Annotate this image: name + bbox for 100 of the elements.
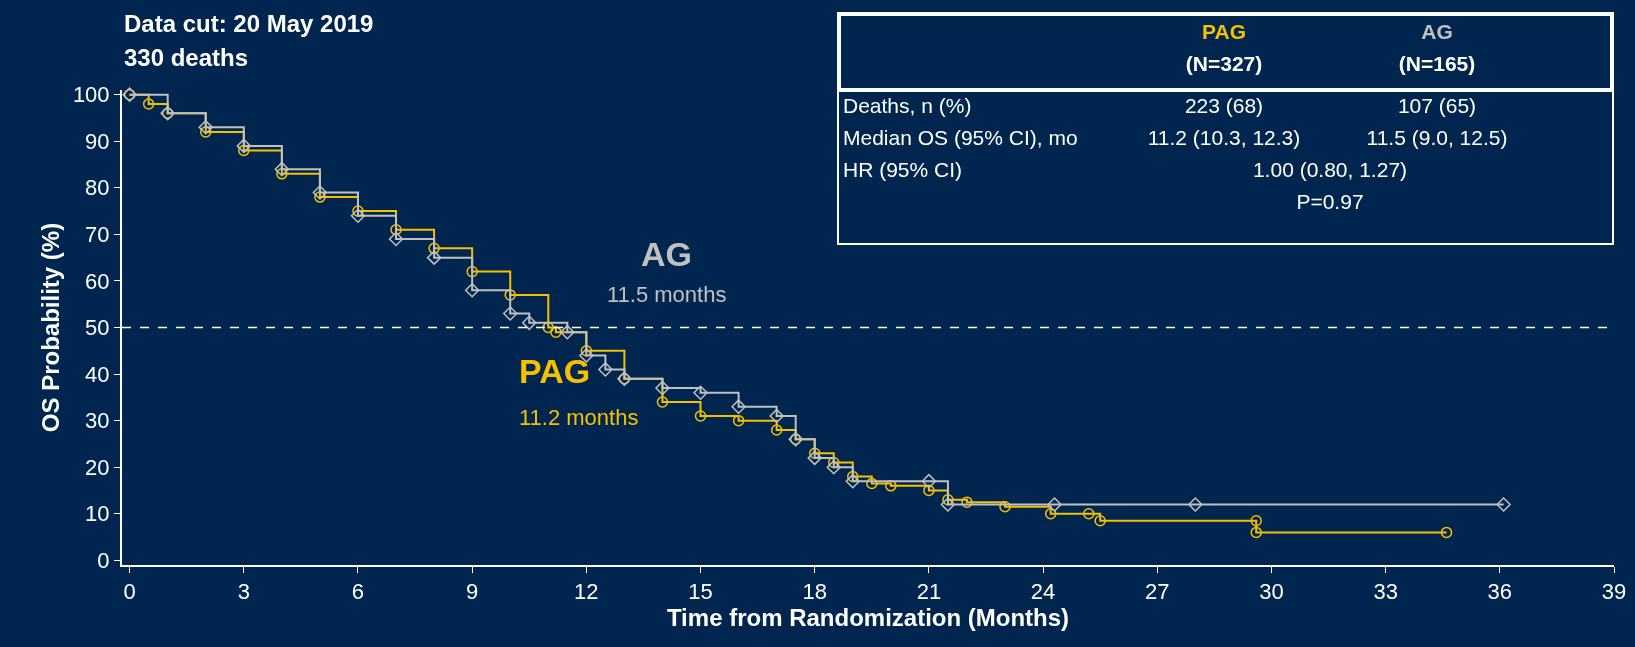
point: [504, 289, 516, 301]
point: [350, 208, 366, 223]
y-tick-label: 60: [85, 268, 110, 294]
text: AG: [1421, 20, 1453, 43]
annotation: Median OS (95% CI), mo: [843, 126, 1078, 150]
point: [770, 424, 783, 436]
point: [808, 447, 821, 459]
y-tick-label: 90: [85, 128, 110, 154]
point: [502, 306, 518, 321]
point: [942, 494, 954, 506]
point: [550, 326, 562, 338]
y-tick-label: 40: [85, 361, 110, 387]
text: (N=165): [1398, 52, 1476, 76]
annotation: 11.2 (10.3, 12.3): [1147, 126, 1301, 150]
y-tick-label: 20: [85, 454, 110, 480]
x-tick-label: 3: [237, 579, 250, 605]
x-tick-label: 6: [351, 579, 365, 605]
y-tick-label: 100: [72, 82, 110, 108]
point: [466, 265, 478, 278]
y-tick-label: 80: [85, 175, 110, 201]
point: [352, 205, 364, 217]
annotation: 1.00 (0.80, 1.27): [1252, 158, 1408, 182]
point: [388, 231, 404, 247]
x-tick-label: 21: [916, 579, 942, 605]
point: [1250, 515, 1262, 527]
annotation: 11.5 (9.0, 12.5): [1366, 126, 1508, 150]
point: [1440, 526, 1453, 539]
point: [769, 408, 784, 424]
point: [999, 501, 1011, 513]
y-tick-label: 70: [85, 222, 110, 248]
point: [827, 456, 840, 469]
x-tick-label: 12: [574, 579, 599, 605]
x-tick-label: 39: [1601, 579, 1627, 605]
point: [464, 283, 480, 298]
point: [655, 380, 670, 396]
point: [236, 138, 252, 154]
point: [845, 473, 861, 489]
text: PAG: [1202, 20, 1246, 43]
point: [198, 120, 213, 135]
point: [885, 480, 897, 492]
y-tick-label: 0: [97, 548, 110, 574]
chart-title: Data cut: 20 May 2019: [124, 10, 374, 37]
point: [560, 324, 575, 340]
x-tick-label: 24: [1030, 579, 1056, 605]
annotation: 11.5 months: [607, 282, 727, 307]
y-tick-label: 10: [85, 501, 110, 527]
point: [274, 161, 290, 177]
point: [522, 315, 537, 331]
point: [142, 98, 155, 110]
point: [1188, 497, 1203, 512]
point: [961, 496, 973, 508]
point: [693, 385, 708, 400]
point: [580, 345, 593, 357]
annotation: 223 (68): [1184, 94, 1264, 118]
x-tick-label: 18: [802, 579, 827, 605]
point: [731, 399, 746, 414]
point: [732, 414, 745, 427]
x-tick-label: 15: [688, 579, 713, 605]
point: [390, 223, 402, 236]
point: [598, 362, 613, 377]
point: [1044, 508, 1057, 520]
point: [238, 144, 250, 157]
point: [1083, 508, 1095, 520]
text: (N=327): [1185, 52, 1263, 76]
point: [921, 473, 937, 489]
annotation: HR (95% CI): [843, 158, 963, 182]
point: [199, 126, 212, 138]
series-label: PAG: [519, 352, 591, 390]
x-tick-label: 0: [123, 579, 136, 605]
point: [428, 242, 440, 255]
point: [847, 470, 859, 483]
point: [312, 185, 328, 200]
point: [656, 396, 669, 408]
point: [940, 497, 956, 512]
point: [923, 484, 935, 497]
y-tick-label: 30: [85, 408, 110, 434]
x-axis-title: Time from Randomization (Months): [666, 604, 1070, 632]
point: [276, 168, 288, 180]
annotation: 11.2 months: [519, 405, 639, 430]
y-tick-label: 50: [85, 315, 110, 341]
point: [1047, 497, 1062, 512]
y-axis-title: OS Probability (%): [37, 222, 65, 433]
point: [1094, 515, 1106, 527]
x-tick-label: 27: [1145, 579, 1170, 605]
point: [694, 410, 707, 422]
annotation: P=0.97: [1296, 190, 1364, 214]
chart-subtitle: 330 deaths: [124, 44, 249, 71]
point: [807, 450, 822, 466]
annotation: 107 (65): [1397, 94, 1477, 118]
point: [426, 250, 442, 265]
point: [1250, 526, 1262, 539]
x-tick-label: 33: [1373, 579, 1398, 605]
point: [826, 459, 841, 475]
annotation: Deaths, n (%): [843, 94, 972, 118]
point: [866, 477, 878, 490]
point: [314, 191, 326, 203]
text: AG: [641, 235, 692, 273]
x-tick-label: 30: [1259, 579, 1284, 605]
point: [1496, 497, 1511, 512]
x-tick-label: 9: [466, 579, 479, 605]
